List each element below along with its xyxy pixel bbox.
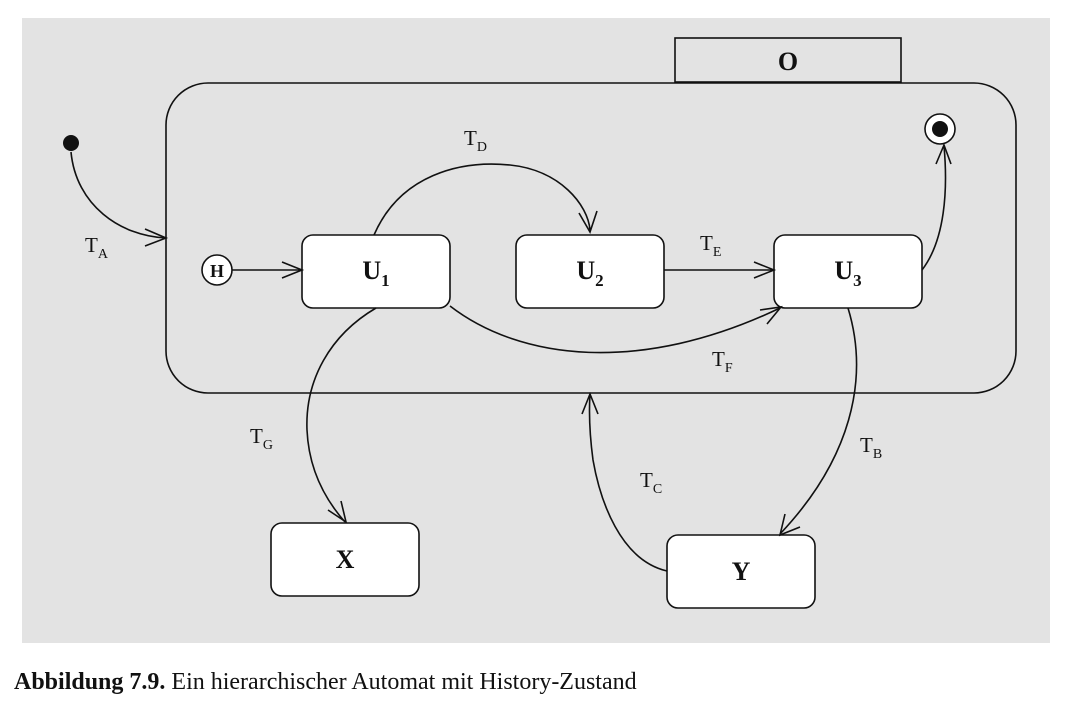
history-label: H (210, 261, 224, 281)
caption-label: Abbildung 7.9. (14, 669, 165, 695)
superstate-name: O (778, 47, 798, 76)
initial-state-dot (63, 135, 79, 151)
diagram-background (22, 18, 1050, 643)
state-x-label: X (336, 545, 355, 574)
state-y-label: Y (732, 557, 751, 586)
figure-caption: Abbildung 7.9. Ein hierarchischer Automa… (14, 669, 637, 696)
final-state-inner (932, 121, 948, 137)
caption-text: Ein hierarchischer Automat mit History-Z… (171, 669, 636, 695)
